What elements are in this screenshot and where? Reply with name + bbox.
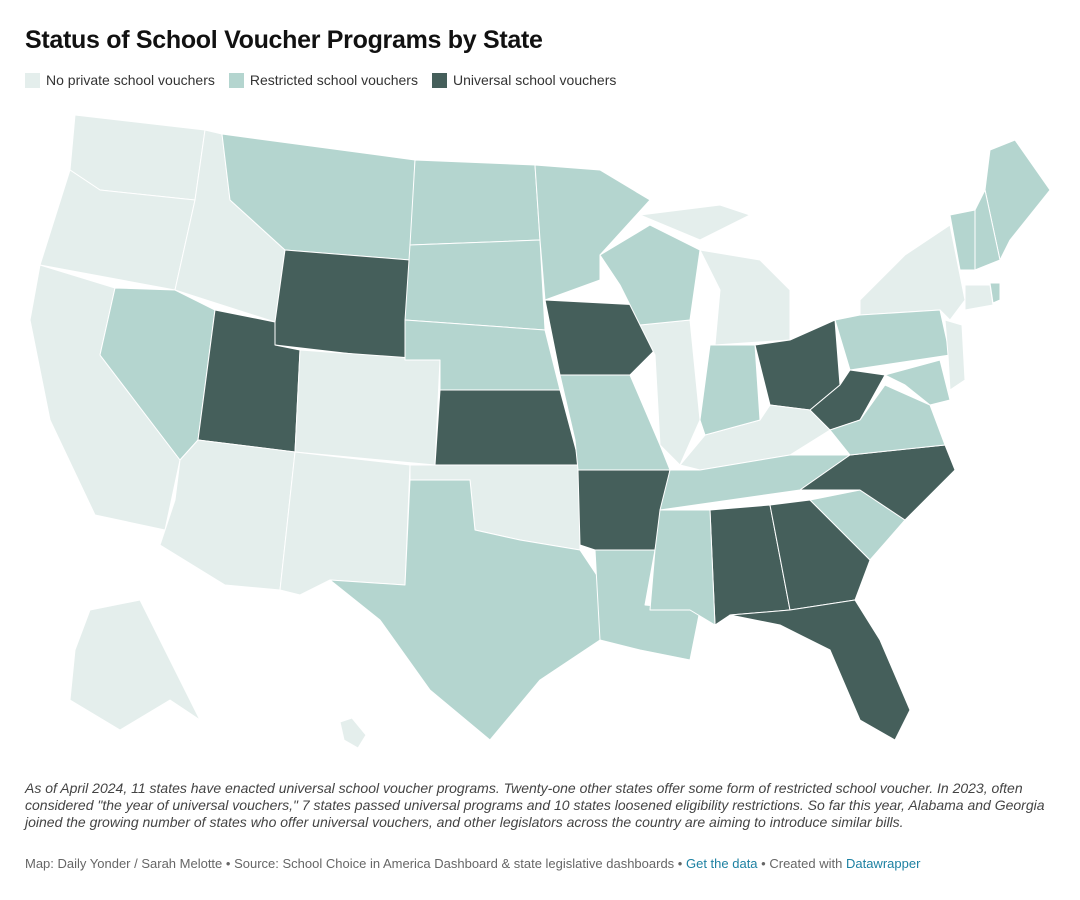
state bbox=[699, 344, 761, 436]
state bbox=[294, 349, 441, 466]
legend-item: Universal school vouchers bbox=[431, 72, 617, 88]
state bbox=[834, 309, 951, 371]
state bbox=[339, 717, 367, 749]
state bbox=[534, 164, 651, 301]
state bbox=[404, 239, 546, 331]
state bbox=[949, 209, 976, 271]
state bbox=[649, 509, 716, 626]
description: As of April 2024, 11 states have enacted… bbox=[25, 780, 1045, 830]
state bbox=[639, 204, 751, 241]
state bbox=[769, 499, 871, 611]
state bbox=[699, 249, 791, 346]
state bbox=[964, 284, 994, 311]
state bbox=[69, 599, 201, 731]
legend-swatch bbox=[25, 72, 40, 88]
legend-item: Restricted school vouchers bbox=[228, 72, 418, 88]
legend-label: Universal school vouchers bbox=[452, 72, 617, 88]
state bbox=[944, 319, 966, 391]
title: Status of School Voucher Programs by Sta… bbox=[25, 26, 543, 54]
state bbox=[274, 249, 411, 361]
state bbox=[729, 599, 911, 741]
legend-swatch bbox=[228, 72, 244, 88]
state bbox=[279, 451, 411, 596]
state bbox=[544, 299, 656, 376]
created-with: Created with bbox=[769, 856, 843, 871]
state bbox=[409, 159, 541, 246]
footer: Map: Daily Yonder / Sarah Melotte • Sour… bbox=[25, 856, 920, 871]
map bbox=[29, 114, 1051, 749]
separator: • bbox=[761, 856, 766, 871]
state bbox=[329, 479, 601, 741]
state bbox=[594, 549, 701, 661]
legend-item: No private school vouchers bbox=[25, 72, 215, 88]
credit: Map: Daily Yonder / Sarah Melotte bbox=[25, 856, 223, 871]
legend-swatch bbox=[431, 72, 447, 88]
state bbox=[599, 224, 701, 326]
separator: • bbox=[677, 856, 683, 871]
legend-label: Restricted school vouchers bbox=[249, 72, 418, 88]
state bbox=[434, 389, 581, 466]
state bbox=[884, 359, 951, 406]
state bbox=[159, 439, 296, 591]
legend-label: No private school vouchers bbox=[46, 72, 215, 88]
tool-link[interactable]: Datawrapper bbox=[845, 856, 921, 871]
get-data-link[interactable]: Get the data bbox=[685, 856, 758, 871]
state bbox=[859, 224, 966, 321]
source: Source: School Choice in America Dashboa… bbox=[234, 856, 675, 871]
legend: No private school vouchers Restricted sch… bbox=[25, 72, 616, 88]
state bbox=[559, 374, 671, 471]
separator: • bbox=[225, 856, 231, 871]
state bbox=[989, 282, 1001, 304]
